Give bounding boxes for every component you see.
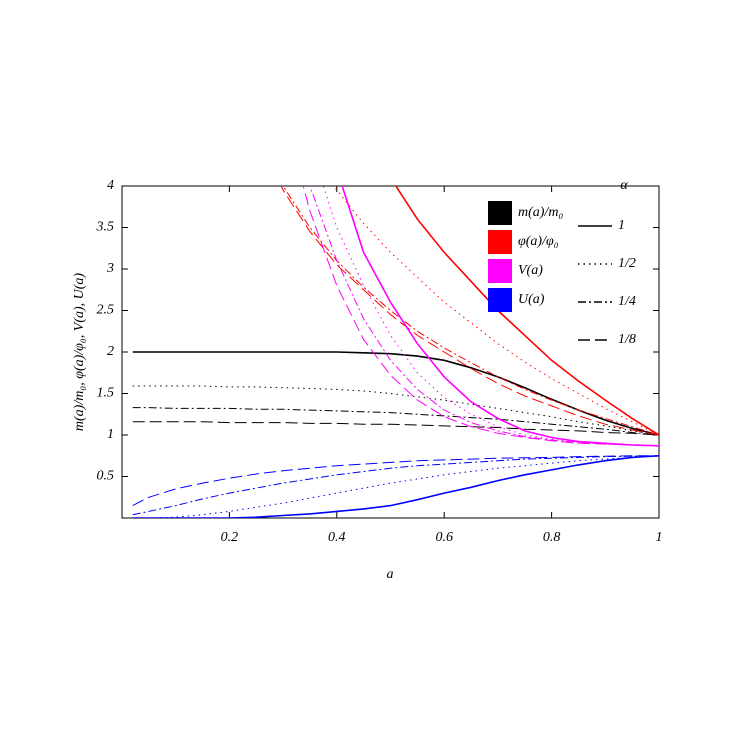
curve (341, 186, 659, 447)
curve (333, 186, 659, 436)
legend-swatch (488, 288, 512, 312)
curve (282, 186, 659, 436)
y-tick-label: 3.5 (96, 220, 115, 235)
legend-swatch (488, 201, 512, 225)
y-tick-label: 2.5 (97, 303, 115, 318)
curve (132, 407, 659, 436)
legend-label: 1 (618, 218, 625, 233)
y-tick-label: 1.5 (97, 386, 115, 401)
curve (132, 421, 659, 436)
legend-label: φ(a)/φ₀ (518, 234, 559, 249)
curve (132, 455, 659, 518)
curve (132, 455, 659, 518)
y-tick-label: 0.5 (97, 469, 115, 484)
legend-label: 1/2 (618, 256, 636, 271)
legend-label: 1/4 (618, 294, 636, 309)
curve (132, 455, 659, 516)
legend-title: α (620, 178, 628, 193)
y-tick-label: 4 (107, 178, 114, 193)
curve (322, 186, 659, 447)
legend-swatch (488, 259, 512, 283)
x-axis-label: a (387, 567, 394, 582)
x-tick-label: 0.6 (435, 530, 453, 545)
curve (280, 186, 659, 436)
y-tick-label: 3 (106, 261, 114, 276)
legend-label: V(a) (518, 263, 543, 278)
curve (132, 351, 659, 436)
legend-label: m(a)/m₀ (518, 205, 563, 220)
legend-swatch (488, 230, 512, 254)
x-tick-label: 0.4 (328, 530, 346, 545)
x-tick-label: 0.2 (221, 530, 239, 545)
x-tick-label: 0.8 (543, 530, 561, 545)
curve (309, 186, 659, 447)
curve (302, 186, 659, 447)
legend-label: 1/8 (618, 332, 636, 347)
y-axis-label: m(a)/m₀, φ(a)/φ₀, V(a), U(a) (72, 273, 87, 432)
curve (394, 186, 659, 436)
legend-label: U(a) (518, 292, 545, 307)
y-tick-label: 2 (107, 344, 114, 359)
x-tick-label: 1 (656, 530, 663, 545)
curve (132, 455, 659, 507)
y-tick-label: 1 (107, 427, 114, 442)
